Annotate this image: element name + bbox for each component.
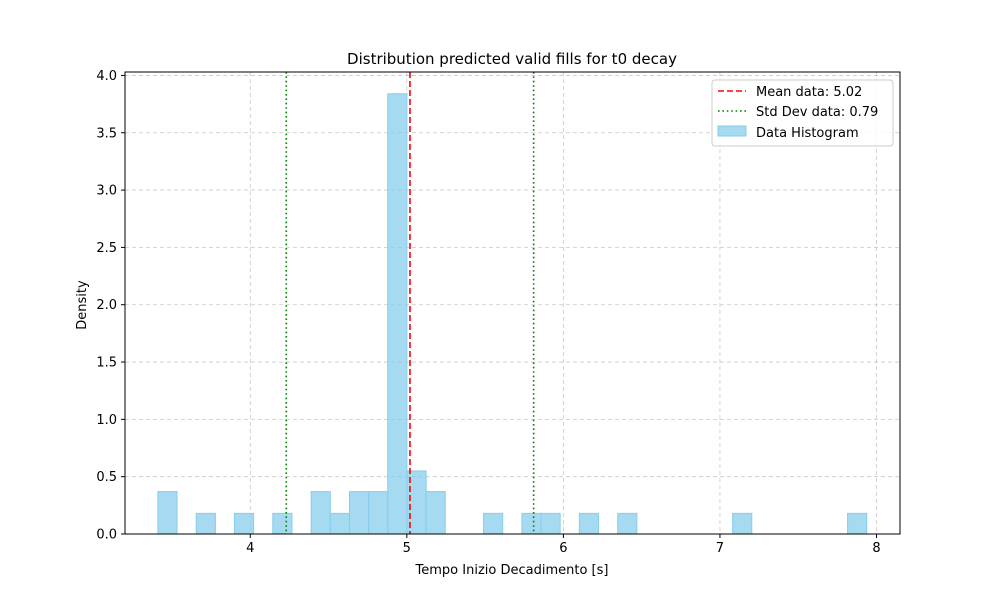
x-tick-label: 5 bbox=[403, 541, 411, 556]
x-axis-title: Tempo Inizio Decadimento [s] bbox=[415, 563, 609, 578]
x-axis-ticks: 4 5 6 7 8 bbox=[246, 534, 881, 556]
y-tick-label: 0.0 bbox=[96, 528, 117, 543]
reference-lines bbox=[285, 72, 535, 534]
x-tick-label: 6 bbox=[559, 541, 567, 556]
histogram-bar bbox=[521, 512, 542, 535]
x-tick-label: 8 bbox=[872, 541, 880, 556]
y-tick-label: 2.5 bbox=[96, 241, 117, 256]
y-tick-label: 3.0 bbox=[96, 184, 117, 199]
x-tick-label: 4 bbox=[246, 541, 254, 556]
legend-std-label: Std Dev data: 0.79 bbox=[756, 105, 878, 120]
legend-mean-label: Mean data: 5.02 bbox=[756, 85, 862, 100]
histogram-bar bbox=[233, 512, 255, 535]
x-tick-label: 7 bbox=[716, 541, 724, 556]
y-tick-label: 3.5 bbox=[96, 126, 117, 141]
y-axis-ticks: 0.0 0.5 1.0 1.5 2.0 2.5 3.0 3.5 4.0 bbox=[96, 69, 125, 543]
y-tick-label: 0.5 bbox=[96, 470, 117, 485]
y-tick-label: 1.5 bbox=[96, 356, 117, 371]
grid bbox=[125, 72, 900, 535]
histogram-bar bbox=[310, 491, 331, 535]
y-tick-label: 4.0 bbox=[96, 69, 117, 84]
histogram-bar bbox=[368, 491, 389, 535]
histogram-bar bbox=[195, 512, 216, 535]
histogram-bar bbox=[540, 512, 561, 535]
histogram-bar bbox=[157, 491, 178, 535]
plot-area-frame bbox=[124, 71, 901, 535]
histogram-bar bbox=[847, 512, 868, 535]
histogram-bar bbox=[329, 512, 350, 535]
histogram-bar bbox=[387, 93, 408, 535]
legend-histogram-label: Data Histogram bbox=[756, 126, 859, 141]
legend-box bbox=[711, 79, 894, 147]
histogram-bar bbox=[617, 512, 638, 535]
histogram-bar bbox=[578, 512, 600, 535]
histogram-bar bbox=[425, 491, 446, 535]
y-tick-label: 2.0 bbox=[96, 298, 117, 313]
histogram-bar bbox=[349, 491, 370, 535]
histogram-bar bbox=[483, 512, 504, 535]
y-axis-title: Density bbox=[75, 280, 90, 330]
legend-histogram-swatch bbox=[717, 125, 747, 137]
histogram-bar bbox=[272, 512, 293, 535]
chart-title: Distribution predicted valid fills for t… bbox=[347, 50, 677, 68]
y-tick-label: 1.0 bbox=[96, 413, 117, 428]
histogram-bar bbox=[732, 512, 753, 535]
legend: Mean data: 5.02 Std Dev data: 0.79 Data … bbox=[711, 79, 894, 147]
